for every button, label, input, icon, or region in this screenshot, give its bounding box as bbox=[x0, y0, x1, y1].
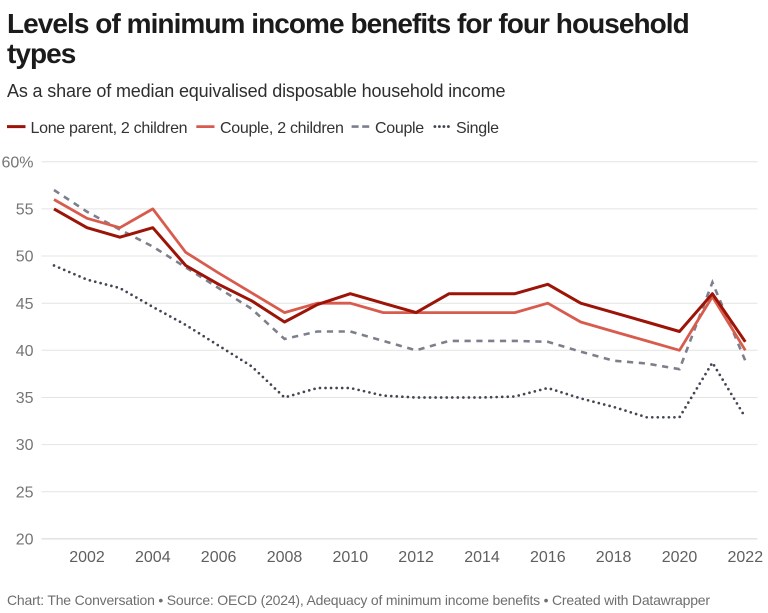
svg-text:60%: 60% bbox=[1, 154, 33, 171]
svg-text:2008: 2008 bbox=[267, 549, 303, 566]
svg-text:2010: 2010 bbox=[333, 549, 369, 566]
svg-text:2006: 2006 bbox=[201, 549, 237, 566]
svg-text:40: 40 bbox=[16, 343, 34, 360]
svg-text:20: 20 bbox=[16, 532, 34, 549]
svg-text:2004: 2004 bbox=[135, 549, 171, 566]
svg-text:35: 35 bbox=[16, 390, 34, 407]
svg-text:2022: 2022 bbox=[728, 549, 764, 566]
svg-text:25: 25 bbox=[16, 484, 34, 501]
svg-text:55: 55 bbox=[16, 202, 34, 219]
svg-text:2016: 2016 bbox=[530, 549, 566, 566]
svg-text:45: 45 bbox=[16, 296, 34, 313]
svg-text:2002: 2002 bbox=[69, 549, 105, 566]
svg-text:30: 30 bbox=[16, 437, 34, 454]
svg-text:2020: 2020 bbox=[662, 549, 698, 566]
svg-text:2012: 2012 bbox=[398, 549, 434, 566]
svg-text:2014: 2014 bbox=[464, 549, 500, 566]
svg-text:50: 50 bbox=[16, 249, 34, 266]
svg-text:2018: 2018 bbox=[596, 549, 632, 566]
